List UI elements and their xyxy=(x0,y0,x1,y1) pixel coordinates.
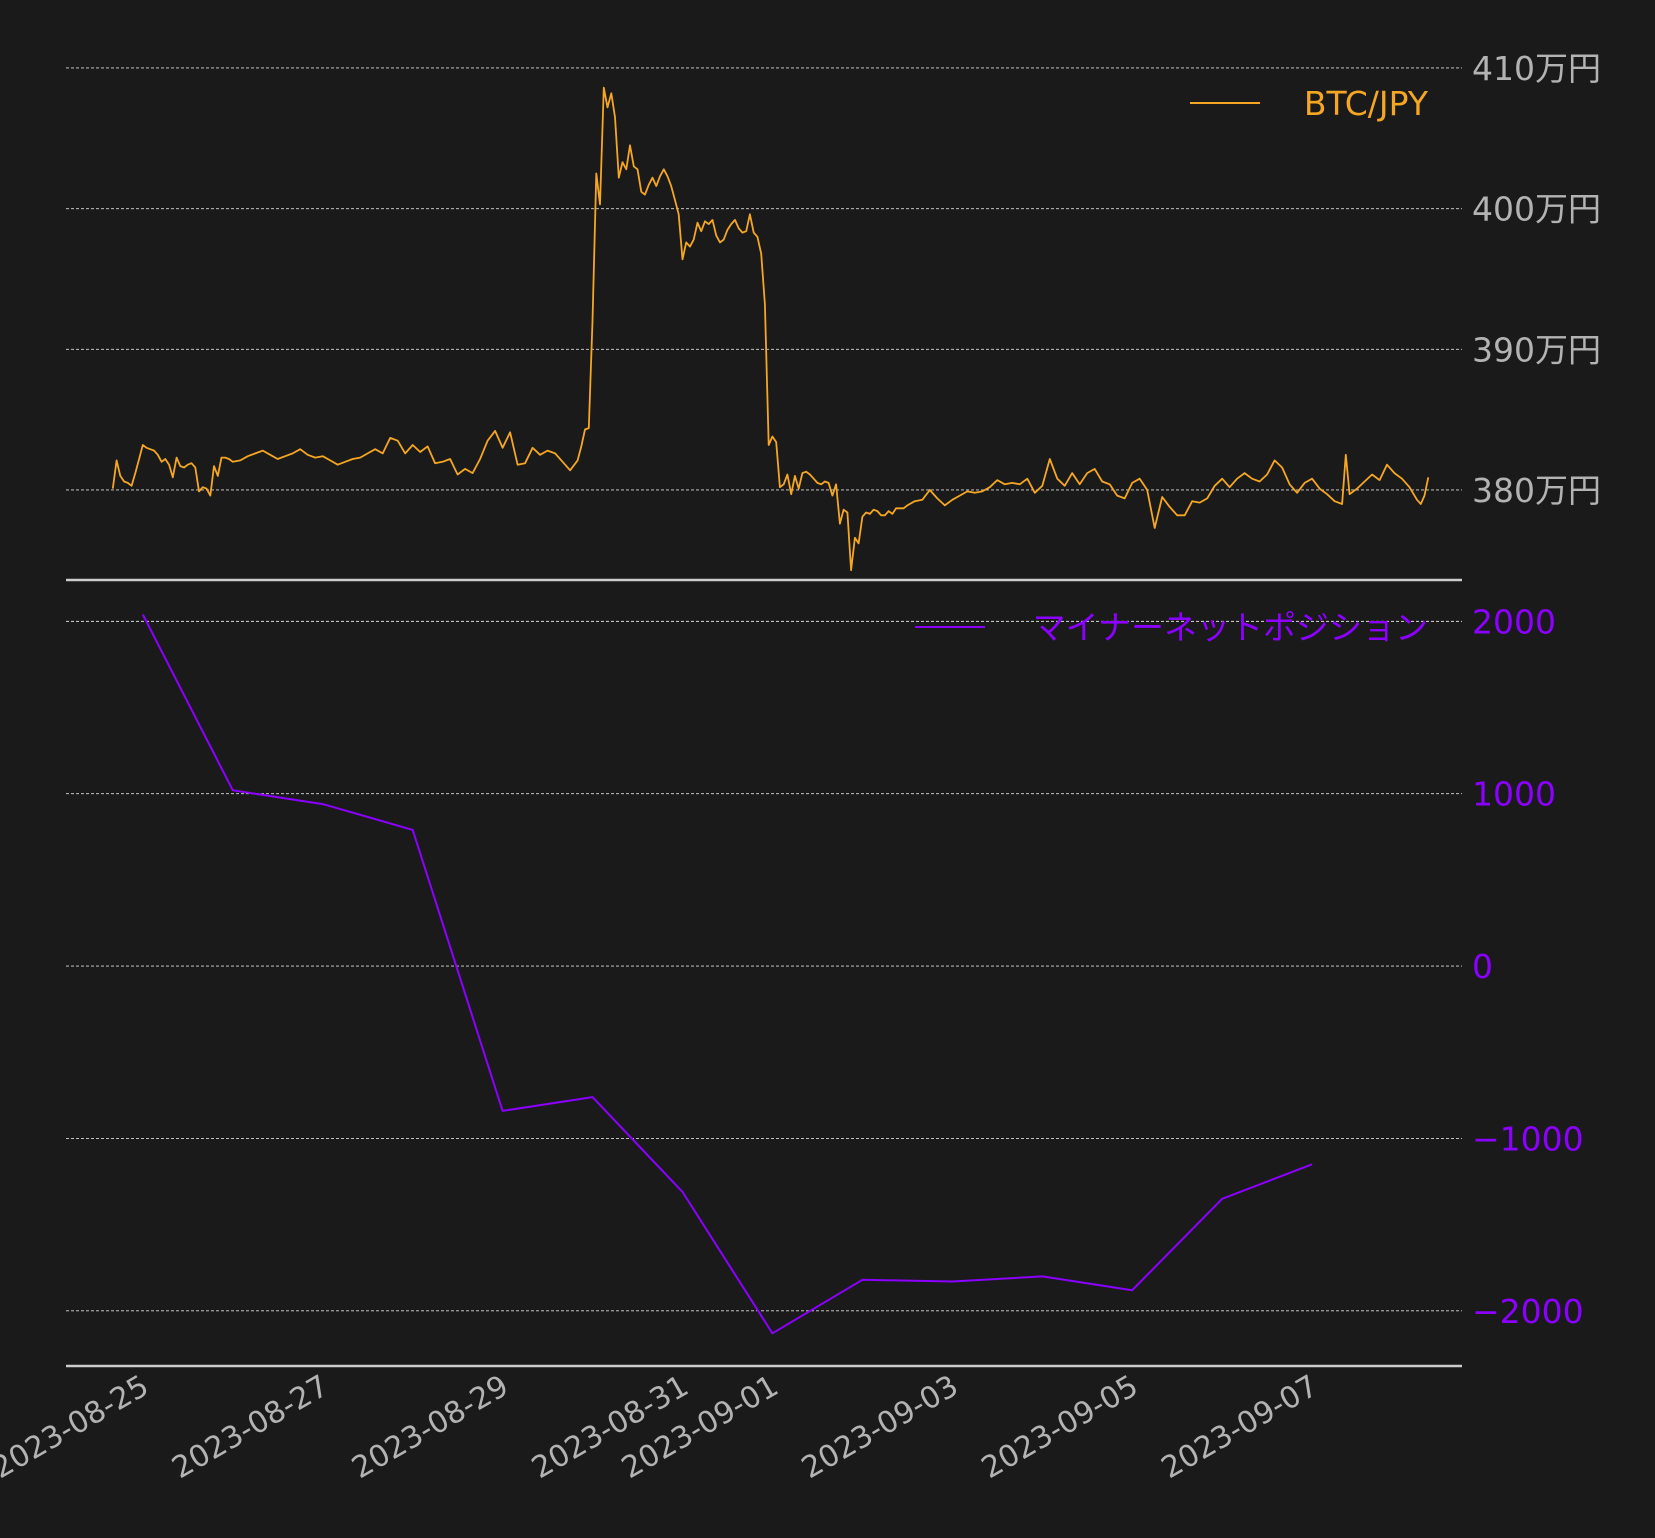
y-tick-label: −2000 xyxy=(1472,1292,1584,1331)
y-tick-label: 380万円 xyxy=(1472,471,1601,510)
y-tick-label: 410万円 xyxy=(1472,49,1601,88)
y-tick-label: 390万円 xyxy=(1472,330,1601,369)
legend-label: BTC/JPY xyxy=(1304,84,1429,123)
y-tick-label: 2000 xyxy=(1472,602,1556,641)
y-tick-label: 1000 xyxy=(1472,775,1556,814)
miner-position-panel: −2000 −1000 0 1000 2000 マイナーネットポジション xyxy=(66,602,1584,1335)
btc-series-line xyxy=(111,86,1430,572)
miner-series-line xyxy=(141,614,1313,1335)
y-tick-label: 400万円 xyxy=(1472,190,1601,229)
legend-label: マイナーネットポジション xyxy=(1033,608,1428,647)
y-tick-label: −1000 xyxy=(1472,1119,1584,1158)
y-tick-label: 0 xyxy=(1472,947,1493,986)
btc-price-panel: 380万円 390万円 400万円 410万円 BTC/JPY xyxy=(66,49,1601,572)
